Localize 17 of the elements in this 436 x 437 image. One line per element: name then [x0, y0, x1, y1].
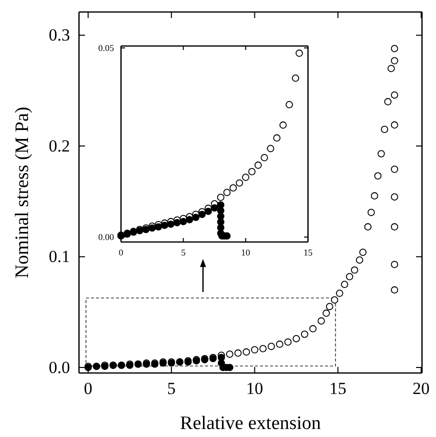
- x-tick-label: 5: [181, 247, 186, 258]
- x-axis-title: Relative extension: [180, 413, 322, 434]
- x-tick-label: 20: [412, 379, 430, 398]
- y-tick-label: 0.3: [48, 26, 70, 45]
- x-tick-label: 10: [241, 247, 251, 258]
- y-tick-label: 0.2: [48, 136, 70, 156]
- y-tick-label: 0.1: [48, 247, 70, 266]
- x-tick-label: 15: [304, 247, 313, 258]
- y-tick-label: 0.05: [98, 42, 114, 53]
- y-tick-label: 0.00: [98, 232, 114, 242]
- x-tick-label: 5: [167, 379, 176, 398]
- x-tick-label: 0: [118, 247, 124, 258]
- x-tick-label: 10: [246, 379, 264, 398]
- y-tick-label: 0.0: [48, 358, 70, 377]
- x-tick-label: 15: [329, 379, 346, 398]
- x-tick-label: 0: [84, 379, 92, 398]
- y-axis-title: Nominal stress (M Pa): [12, 106, 33, 278]
